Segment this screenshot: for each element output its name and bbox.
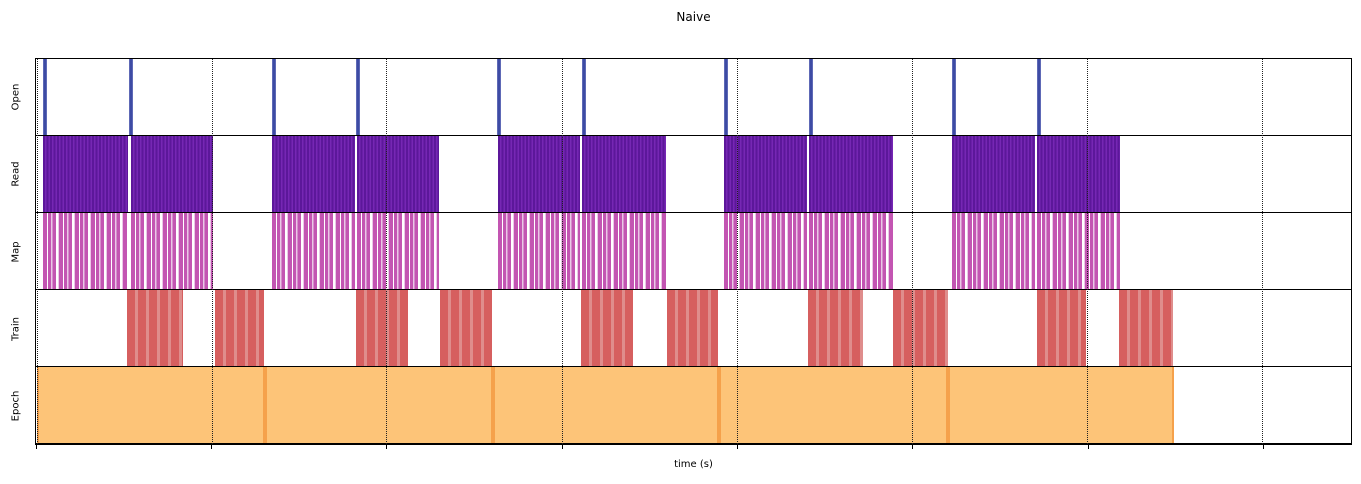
vertical-gridline [211, 59, 213, 444]
track-row-open [36, 59, 1351, 136]
open-event-bar [355, 59, 360, 135]
chart-title: Naive [676, 10, 711, 24]
open-event-bar [497, 59, 502, 135]
open-event-bar [808, 59, 813, 135]
map-block [130, 213, 213, 289]
map-block [951, 213, 1036, 289]
open-event-bar [1037, 59, 1042, 135]
track-row-read [36, 136, 1351, 213]
plot-area [35, 58, 1352, 445]
vertical-gridline [736, 59, 738, 444]
vertical-gridline [1262, 59, 1264, 444]
y-tick-label-map: Map [10, 240, 22, 263]
read-block [808, 136, 893, 212]
open-event-bar [128, 59, 133, 135]
train-block [1037, 290, 1087, 366]
x-axis-label: time (s) [674, 459, 713, 470]
x-axis-tick [562, 445, 563, 449]
x-axis-tick [211, 445, 212, 449]
epoch-block [36, 367, 265, 443]
read-block [582, 136, 667, 212]
train-block [892, 290, 948, 366]
read-block [356, 136, 440, 212]
vertical-gridline [911, 59, 913, 444]
y-tick-label-train: Train [10, 316, 22, 341]
vertical-gridline [386, 59, 388, 444]
track-row-map [36, 213, 1351, 290]
x-axis-tick [1088, 445, 1089, 449]
x-axis-tick [36, 445, 37, 449]
map-block [42, 213, 128, 289]
train-block [440, 290, 493, 366]
train-block [1119, 290, 1174, 366]
y-tick-label-open: Open [10, 83, 22, 111]
train-block [581, 290, 634, 366]
open-event-bar [723, 59, 728, 135]
epoch-block [947, 367, 1175, 443]
open-event-bar [582, 59, 587, 135]
train-block [355, 290, 409, 366]
read-block [498, 136, 581, 212]
epoch-block [493, 367, 719, 443]
x-axis-tick [737, 445, 738, 449]
vertical-gridline [1087, 59, 1089, 444]
x-axis-tick [912, 445, 913, 449]
x-axis-tick [386, 445, 387, 449]
read-block [271, 136, 355, 212]
read-block [1037, 136, 1121, 212]
map-block [498, 213, 581, 289]
y-tick-label-read: Read [10, 161, 22, 187]
x-axis-tick [1263, 445, 1264, 449]
epoch-block [718, 367, 948, 443]
track-row-epoch [36, 367, 1351, 444]
train-block [667, 290, 718, 366]
train-block [126, 290, 183, 366]
map-block [1037, 213, 1121, 289]
open-event-bar [951, 59, 956, 135]
map-block [808, 213, 893, 289]
map-block [271, 213, 355, 289]
map-block [356, 213, 440, 289]
train-block [214, 290, 264, 366]
vertical-gridline [36, 59, 38, 444]
read-block [42, 136, 128, 212]
read-block [130, 136, 213, 212]
map-block [582, 213, 667, 289]
y-tick-label-epoch: Epoch [10, 390, 22, 422]
track-row-train [36, 290, 1351, 367]
open-event-bar [42, 59, 47, 135]
epoch-block [264, 367, 494, 443]
vertical-gridline [562, 59, 564, 444]
open-event-bar [271, 59, 276, 135]
read-block [951, 136, 1036, 212]
train-block [807, 290, 863, 366]
